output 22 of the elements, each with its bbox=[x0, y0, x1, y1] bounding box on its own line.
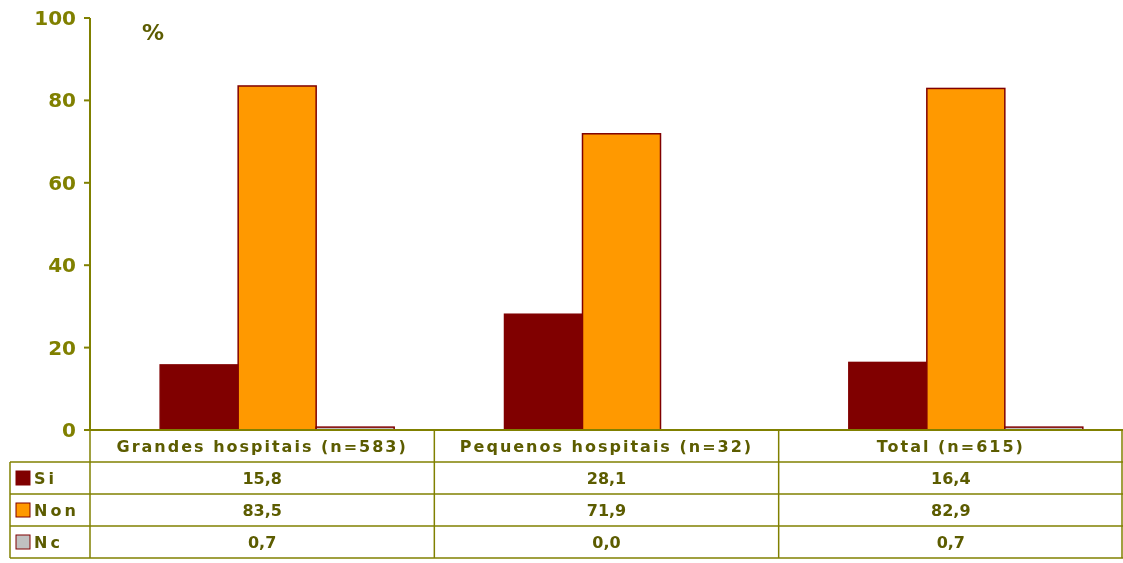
legend-label: Nc bbox=[34, 532, 63, 552]
data-label: 0,0 bbox=[592, 532, 621, 552]
y-tick-label: 60 bbox=[48, 170, 76, 195]
y-tick-label: 20 bbox=[48, 335, 76, 360]
data-label: 0,7 bbox=[936, 532, 966, 552]
legend-label: Si bbox=[34, 468, 58, 488]
y-tick-label: 40 bbox=[48, 253, 76, 278]
x-tick-label: Pequenos hospitais (n=32) bbox=[459, 436, 754, 456]
data-label: 0,7 bbox=[247, 532, 277, 552]
data-label: 15,8 bbox=[242, 468, 282, 488]
data-label: 16,4 bbox=[931, 468, 971, 488]
legend-label: Non bbox=[34, 500, 79, 520]
data-label: 28,1 bbox=[586, 468, 627, 488]
data-label: 71,9 bbox=[586, 500, 627, 520]
x-tick-label: Total (n=615) bbox=[876, 436, 1025, 456]
data-label: 83,5 bbox=[242, 500, 282, 520]
y-tick-label: 100 bbox=[34, 6, 76, 30]
x-tick-label: Grandes hospitais (n=583) bbox=[116, 436, 408, 456]
y-tick-label: 80 bbox=[48, 88, 76, 113]
y-tick-label: 0 bbox=[62, 418, 76, 442]
data-label: 82,9 bbox=[931, 500, 971, 520]
y-axis-title: % bbox=[141, 20, 165, 45]
